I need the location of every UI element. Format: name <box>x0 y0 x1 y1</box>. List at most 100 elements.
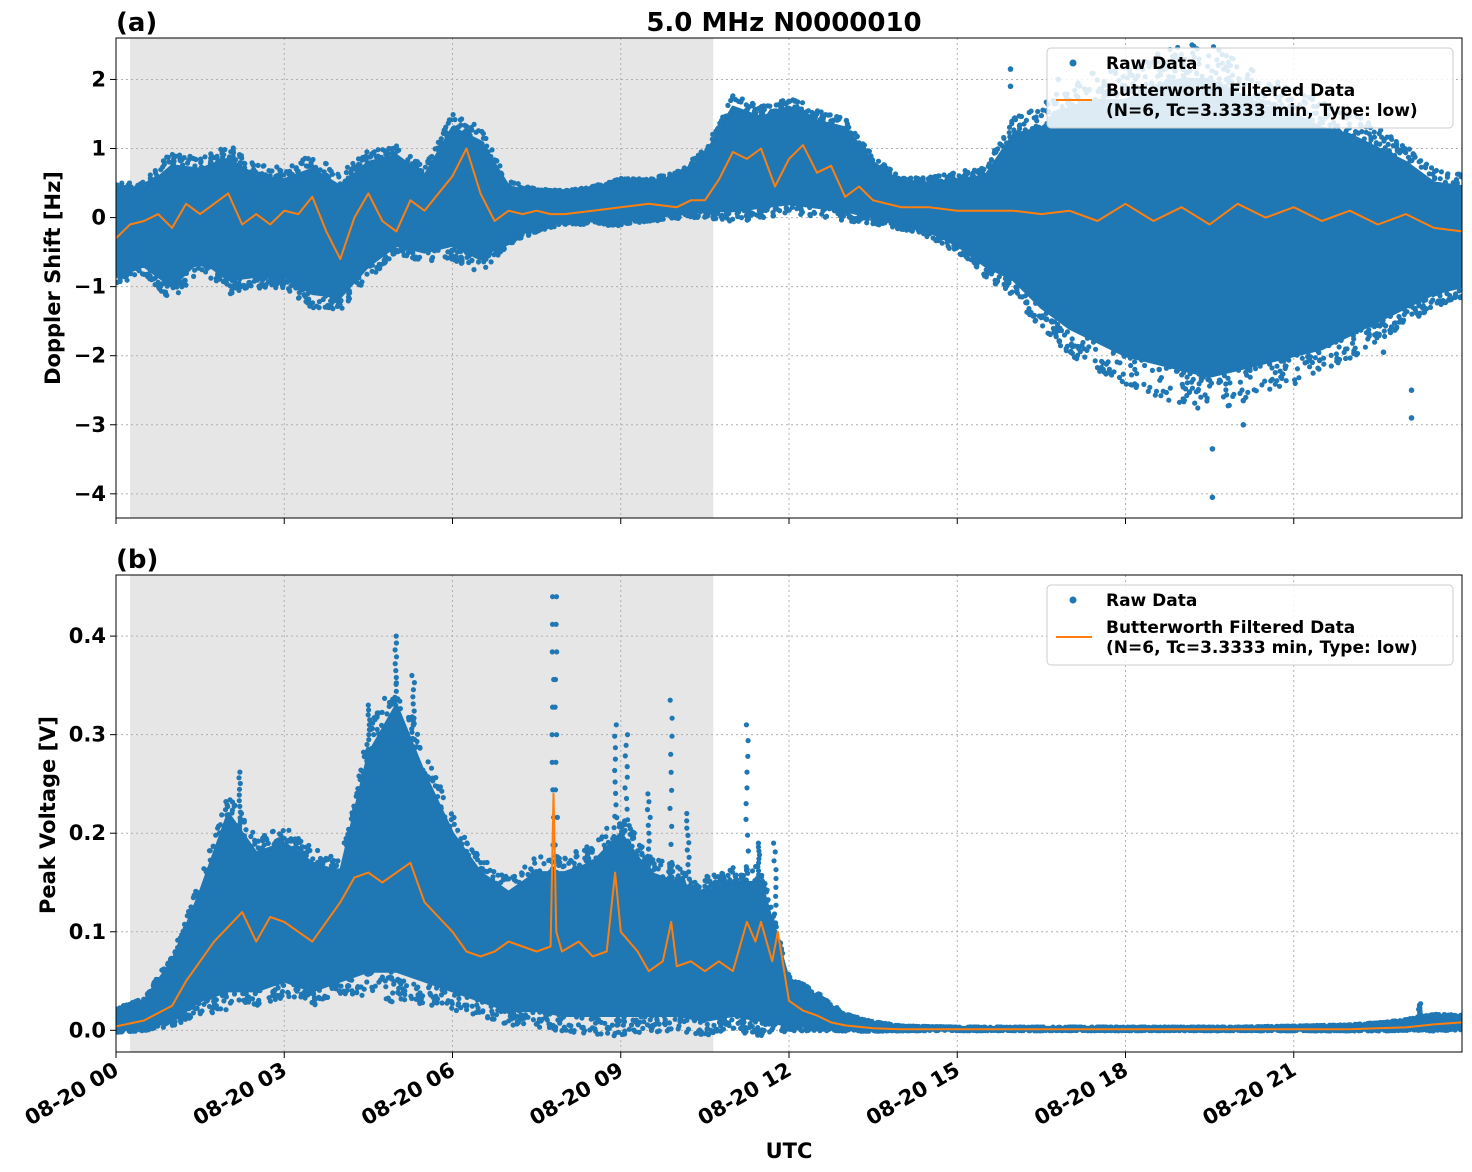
raw-data-point <box>192 267 198 273</box>
raw-data-point <box>261 163 267 169</box>
raw-data-point <box>1220 394 1227 400</box>
raw-data-point <box>684 818 690 824</box>
raw-data-point <box>686 854 692 860</box>
raw-data-point <box>1119 378 1125 385</box>
raw-data-point <box>475 1005 481 1011</box>
raw-data-point <box>190 895 196 901</box>
raw-data-point <box>941 172 947 178</box>
raw-data-point <box>378 977 384 983</box>
raw-data-point <box>707 209 713 215</box>
raw-data-point <box>379 722 385 729</box>
raw-data-point <box>625 838 631 844</box>
raw-data-point <box>420 993 426 999</box>
raw-data-point <box>343 842 350 848</box>
raw-data-point <box>882 162 888 168</box>
raw-data-point <box>553 594 560 600</box>
raw-data-point <box>289 278 295 284</box>
raw-data-point <box>469 1003 475 1009</box>
raw-data-point <box>1223 387 1229 393</box>
raw-data-point <box>881 167 887 173</box>
raw-data-point <box>1116 374 1123 381</box>
raw-data-point <box>208 275 214 281</box>
raw-data-point <box>528 866 534 872</box>
raw-data-point <box>562 856 568 862</box>
raw-data-point <box>270 988 276 995</box>
raw-data-point <box>393 143 400 149</box>
raw-data-point <box>364 271 370 277</box>
raw-data-point <box>296 289 302 296</box>
raw-data-point <box>1417 310 1423 316</box>
raw-data-point <box>1227 380 1233 386</box>
raw-data-point <box>291 982 297 988</box>
raw-data-point <box>374 713 380 719</box>
raw-data-point <box>274 164 280 170</box>
raw-data-point <box>1240 422 1247 428</box>
raw-data-point <box>397 706 403 712</box>
raw-data-point <box>445 998 451 1004</box>
raw-data-point <box>1393 139 1399 145</box>
raw-data-point <box>568 857 574 864</box>
raw-data-point <box>223 994 229 1000</box>
raw-data-point <box>550 1022 556 1029</box>
raw-data-point <box>1436 1026 1443 1032</box>
raw-data-point <box>198 164 204 170</box>
raw-data-point <box>437 784 443 790</box>
raw-data-point <box>491 1016 497 1022</box>
raw-data-point <box>541 861 547 867</box>
raw-data-point <box>437 146 443 152</box>
raw-data-point <box>319 857 325 863</box>
raw-data-point <box>291 994 297 1000</box>
raw-data-point <box>939 240 945 246</box>
raw-data-point <box>655 178 661 184</box>
raw-data-point <box>248 833 254 840</box>
raw-data-point <box>647 814 653 821</box>
raw-data-point <box>1080 339 1086 346</box>
raw-data-point <box>552 1027 559 1033</box>
raw-data-point <box>1428 299 1434 305</box>
raw-data-point <box>681 881 687 887</box>
raw-data-point <box>269 168 275 174</box>
y-tick-label: 0 <box>91 206 106 230</box>
raw-data-point <box>1292 377 1298 383</box>
raw-data-point <box>410 694 416 700</box>
raw-data-point <box>316 994 322 1001</box>
raw-data-point <box>393 633 399 639</box>
raw-data-point <box>275 985 281 991</box>
raw-data-point <box>236 997 242 1003</box>
raw-data-point <box>556 1012 562 1018</box>
raw-data-point <box>685 862 691 868</box>
raw-data-point <box>272 840 278 846</box>
raw-data-point <box>185 912 191 919</box>
raw-data-point <box>857 213 863 219</box>
raw-data-point <box>123 1003 129 1009</box>
raw-data-point <box>684 1029 690 1035</box>
raw-data-point <box>531 229 538 235</box>
raw-data-point <box>1441 1013 1447 1019</box>
raw-data-point <box>429 256 435 262</box>
raw-data-point <box>630 833 637 840</box>
raw-data-point <box>1347 1022 1353 1028</box>
raw-data-point <box>852 217 858 223</box>
raw-data-point <box>469 847 475 853</box>
raw-data-point <box>222 147 228 153</box>
raw-data-point <box>636 219 643 225</box>
raw-data-point <box>546 857 552 864</box>
raw-data-point <box>231 803 237 809</box>
raw-data-point <box>756 872 762 878</box>
raw-data-point <box>677 1014 683 1020</box>
raw-data-point <box>295 169 301 175</box>
raw-data-point <box>486 250 492 256</box>
raw-data-point <box>670 868 676 875</box>
raw-data-point <box>1196 371 1202 377</box>
raw-data-point <box>1129 382 1135 388</box>
raw-data-point <box>359 992 365 998</box>
raw-data-point <box>1189 379 1195 385</box>
raw-data-point <box>333 862 340 869</box>
raw-data-point <box>1277 368 1283 374</box>
raw-data-point <box>1009 118 1015 124</box>
raw-data-point <box>574 1014 580 1020</box>
raw-data-point <box>586 850 592 856</box>
raw-data-point <box>385 995 391 1001</box>
raw-data-point <box>1032 318 1038 324</box>
raw-data-point <box>1425 1026 1431 1033</box>
